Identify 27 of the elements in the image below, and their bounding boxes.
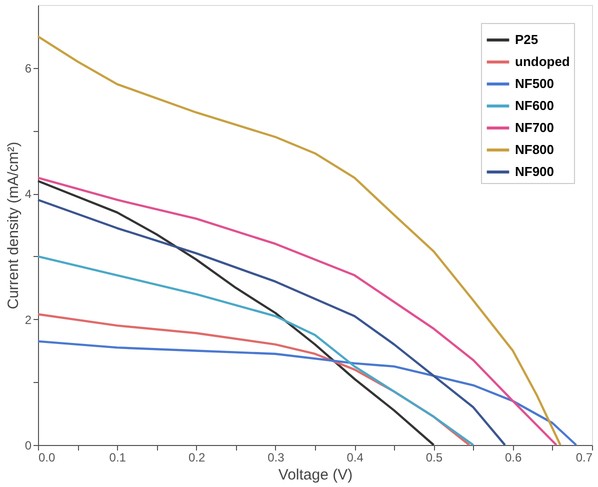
y-tick-label: 2 <box>24 312 32 327</box>
legend-label: NF500 <box>515 76 554 91</box>
line-series <box>36 340 578 446</box>
legend-label: P25 <box>515 32 538 47</box>
x-tick-label: 0.1 <box>109 450 126 464</box>
line-series <box>36 176 558 446</box>
x-tick-label: 0.6 <box>505 450 522 464</box>
x-axis-title: Voltage (V) <box>278 466 353 484</box>
y-tick-label: 0 <box>24 438 32 452</box>
legend-label: NF800 <box>515 142 554 157</box>
x-tick-label: 0.0 <box>38 450 56 464</box>
line-series <box>36 180 435 446</box>
x-tick-label: 0.4 <box>346 450 364 464</box>
x-tick-label: 0.5 <box>426 450 443 464</box>
x-tick-label: 0.7 <box>576 450 593 464</box>
line-series <box>36 198 506 446</box>
line-series <box>36 255 474 446</box>
x-tick-label: 0.3 <box>268 450 285 464</box>
legend-label: NF600 <box>515 98 554 113</box>
y-axis-title: Current density (mA/cm²) <box>4 142 22 310</box>
legend-label: undoped <box>515 54 570 69</box>
y-tick-label: 6 <box>24 61 32 76</box>
x-tick-label: 0.2 <box>188 450 206 464</box>
y-tick-label: 4 <box>24 187 32 202</box>
line-series <box>36 313 470 446</box>
legend-label: NF700 <box>515 120 554 135</box>
legend-label: NF900 <box>515 164 554 179</box>
